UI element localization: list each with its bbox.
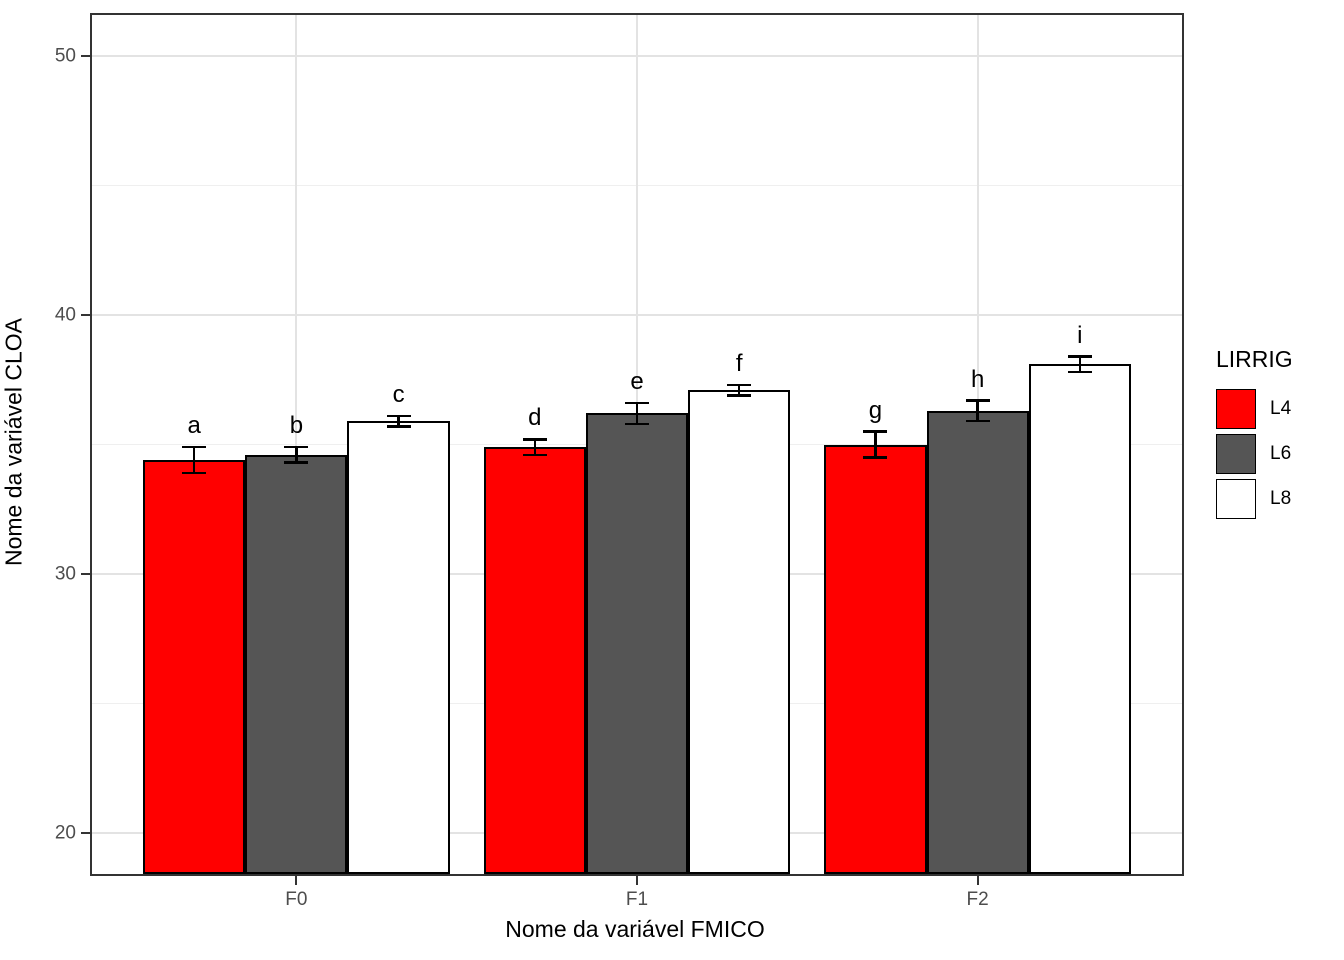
errorbar-F2-L6 (976, 400, 979, 422)
y-tick-mark-30 (81, 572, 90, 575)
errorbar-cap-top-F0-L6 (284, 445, 309, 449)
errorbar-cap-top-F1-L8 (727, 383, 752, 387)
bar-F0-L6 (245, 454, 348, 874)
y-tick-label-30: 30 (54, 563, 76, 585)
errorbar-F0-L8 (397, 416, 400, 427)
x-axis-title: Nome da variável FMICO (505, 916, 765, 942)
bar-F2-L6 (926, 410, 1029, 874)
significance-letter-d: d (528, 404, 542, 432)
x-tick-label-F2: F2 (966, 889, 989, 910)
errorbar-cap-top-F2-L4 (863, 430, 888, 433)
significance-letter-h: h (970, 365, 985, 393)
legend-label-L6: L6 (1270, 443, 1292, 464)
errorbar-cap-top-F0-L8 (386, 414, 411, 418)
errorbar-cap-bottom-F2-L6 (965, 419, 990, 423)
legend-label-L4: L4 (1270, 398, 1292, 419)
legend-item-L4: L4 (1216, 389, 1293, 429)
errorbar-cap-bottom-F0-L8 (386, 425, 411, 428)
errorbar-cap-bottom-F1-L4 (522, 453, 547, 457)
y-axis-title: Nome da variável CLOA (0, 318, 27, 566)
errorbar-cap-top-F1-L6 (625, 401, 649, 405)
errorbar-cap-bottom-F0-L6 (284, 461, 309, 464)
significance-letter-e: e (630, 368, 644, 396)
errorbar-cap-top-F2-L8 (1067, 355, 1092, 358)
legend: LIRRIG L4 L6 L8 (1216, 346, 1293, 524)
significance-letter-f: f (735, 349, 743, 377)
errorbar-cap-top-F1-L4 (522, 438, 547, 441)
x-tick-mark-F2 (976, 876, 979, 885)
errorbar-F2-L8 (1078, 356, 1082, 373)
errorbar-F1-L4 (533, 439, 537, 455)
errorbar-cap-bottom-F2-L8 (1067, 370, 1092, 374)
errorbar-F0-L4 (192, 447, 196, 473)
errorbar-F0-L6 (295, 447, 298, 463)
errorbar-F1-L6 (635, 403, 639, 424)
y-tick-label-40: 40 (54, 304, 76, 326)
legend-key-swatch-L8 (1216, 479, 1256, 519)
errorbar-cap-bottom-F1-L8 (727, 394, 752, 397)
errorbar-cap-bottom-F1-L6 (625, 422, 649, 426)
bar-F2-L8 (1028, 364, 1131, 874)
y-tick-mark-20 (81, 831, 90, 834)
significance-letter-g: g (868, 396, 883, 424)
legend-item-L6: L6 (1216, 434, 1293, 474)
legend-items: L4 L6 L8 (1216, 389, 1293, 519)
significance-letter-i: i (1077, 321, 1083, 349)
legend-key-swatch-L4 (1216, 389, 1256, 429)
y-tick-label-20: 20 (54, 822, 76, 844)
significance-letter-a: a (187, 412, 201, 440)
legend-label-L8: L8 (1270, 488, 1292, 509)
errorbar-cap-top-F2-L6 (965, 399, 990, 402)
y-tick-mark-50 (81, 55, 90, 58)
plot-panel: a b c d e f g h i 20 30 40 50 F0 F1 F2 (55, 13, 1184, 909)
legend-key-swatch-L6 (1216, 434, 1256, 474)
x-tick-mark-F0 (295, 876, 298, 885)
legend-item-L8: L8 (1216, 479, 1293, 519)
gridline-x-F0 (295, 15, 298, 874)
x-tick-label-F1: F1 (625, 889, 649, 910)
significance-letter-c: c (392, 381, 405, 409)
bar-F0-L4 (143, 460, 246, 874)
legend-title: LIRRIG (1216, 346, 1293, 372)
bar-F2-L4 (824, 444, 927, 874)
x-tick-mark-F1 (636, 876, 638, 885)
x-tick-label-F0: F0 (285, 889, 308, 910)
errorbar-cap-top-F0-L4 (182, 445, 207, 449)
errorbar-F1-L8 (737, 384, 741, 396)
errorbar-cap-bottom-F2-L4 (863, 456, 888, 459)
bar-F1-L8 (688, 390, 791, 874)
y-tick-label-50: 50 (54, 45, 76, 67)
y-tick-mark-40 (81, 314, 90, 317)
errorbar-cap-bottom-F0-L4 (182, 471, 207, 475)
bar-F1-L6 (585, 413, 689, 874)
bar-F1-L4 (483, 447, 586, 874)
errorbar-F2-L4 (874, 431, 877, 458)
significance-letter-b: b (289, 412, 304, 440)
bar-F0-L8 (347, 421, 450, 874)
